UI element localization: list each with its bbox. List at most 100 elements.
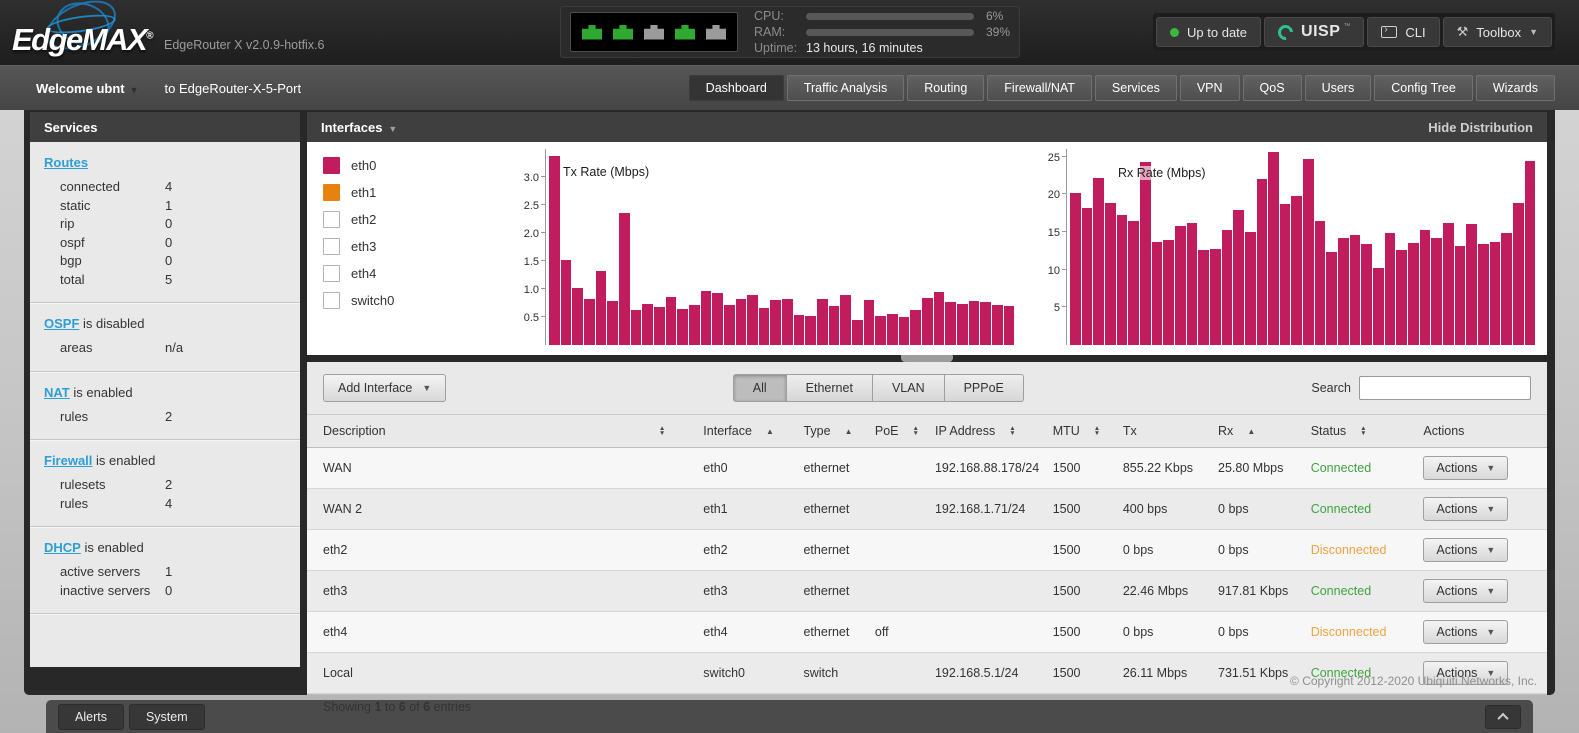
cpu-meter: [806, 12, 974, 20]
update-status-button[interactable]: Up to date: [1156, 17, 1262, 47]
actions-label: Actions: [1436, 461, 1478, 475]
bar: [1279, 204, 1291, 345]
y-tick-mark: [541, 316, 545, 317]
bar: [618, 212, 630, 345]
rx-rate-title: Rx Rate (Mbps): [1115, 166, 1209, 180]
toolbox-button[interactable]: ⚒ Toolbox ▼: [1442, 17, 1552, 47]
cell-mtu: 1500: [1044, 488, 1115, 530]
actions-button[interactable]: Actions ▼: [1423, 538, 1509, 562]
column-header-type[interactable]: Type ▲: [795, 414, 867, 448]
column-header-rx[interactable]: Rx ▲: [1210, 414, 1303, 448]
bar: [1291, 195, 1303, 345]
tab-firewall-nat[interactable]: Firewall/NAT: [987, 75, 1092, 101]
collapse-handle[interactable]: [901, 355, 953, 362]
tab-routing[interactable]: Routing: [907, 75, 985, 101]
sort-down-icon: ▼: [1093, 430, 1101, 437]
actions-button[interactable]: Actions ▼: [1423, 456, 1509, 480]
sidebar-link-ospf[interactable]: OSPF: [44, 316, 80, 331]
filter-all[interactable]: All: [732, 374, 787, 402]
bar: [735, 299, 747, 345]
filter-ethernet[interactable]: Ethernet: [785, 374, 873, 402]
tab-traffic-analysis[interactable]: Traffic Analysis: [786, 75, 905, 101]
dock-collapse-button[interactable]: [1485, 704, 1521, 729]
interfaces-dropdown[interactable]: Interfaces ▼: [321, 120, 397, 135]
port-5-icon: [706, 24, 726, 40]
actions-button[interactable]: Actions ▼: [1423, 579, 1509, 603]
y-tick-mark: [1062, 268, 1066, 270]
tab-services[interactable]: Services: [1094, 75, 1177, 101]
interfaces-panel: Interfaces ▼ Hide Distribution eth0 eth1 et…: [307, 112, 1547, 714]
tab-vpn[interactable]: VPN: [1179, 75, 1240, 101]
actions-label: Actions: [1436, 543, 1478, 557]
legend-item-eth0[interactable]: eth0: [323, 157, 505, 174]
column-label: Actions: [1423, 424, 1465, 438]
stats-grid: CPU: 6% RAM: 39% Uptime: 13 hours, 16 mi…: [754, 7, 1019, 57]
tab-qos[interactable]: QoS: [1242, 75, 1302, 101]
legend-item-eth1[interactable]: eth1: [323, 184, 505, 201]
y-tick-label: 25: [1047, 151, 1060, 164]
bar: [665, 297, 677, 345]
interface-type-filters: All Ethernet VLAN PPPoE: [732, 374, 1024, 402]
sidebar-stat-row: active servers 1: [30, 563, 300, 582]
chevron-down-icon: ▼: [1486, 586, 1496, 596]
filter-vlan[interactable]: VLAN: [871, 374, 945, 402]
sidebar-stat-row: areas n/a: [30, 339, 300, 358]
chevron-down-icon: ▼: [1486, 668, 1496, 678]
actions-button[interactable]: Actions ▼: [1423, 620, 1509, 644]
cell-description: WAN: [307, 447, 696, 489]
bar: [805, 315, 817, 345]
tab-users[interactable]: Users: [1304, 75, 1372, 101]
legend-label: eth0: [351, 158, 377, 173]
stat-value: 4: [165, 179, 173, 194]
column-header-interface[interactable]: Interface ▲: [695, 414, 796, 448]
cell-type: ethernet: [795, 570, 867, 612]
stat-name: rip: [60, 216, 75, 231]
actions-button[interactable]: Actions ▼: [1423, 661, 1509, 685]
add-interface-button[interactable]: Add Interface ▼: [323, 374, 447, 402]
bar: [991, 304, 1003, 345]
actions-button[interactable]: Actions ▼: [1423, 497, 1509, 521]
system-button[interactable]: System: [128, 703, 205, 730]
y-tick-label: 2.0: [523, 228, 539, 240]
legend-item-eth4[interactable]: eth4: [323, 265, 505, 282]
cell-rx: 731.51 Kbps: [1210, 652, 1303, 694]
sidebar-link-dhcp[interactable]: DHCP: [44, 540, 81, 555]
add-interface-label: Add Interface: [338, 381, 413, 395]
port-1-icon: [582, 24, 602, 40]
sidebar-stat-row: rip 0: [30, 215, 300, 234]
tab-dashboard[interactable]: Dashboard: [688, 75, 784, 101]
legend-item-eth3[interactable]: eth3: [323, 238, 505, 255]
legend-item-eth2[interactable]: eth2: [323, 211, 505, 228]
legend-item-switch0[interactable]: switch0: [323, 292, 505, 309]
hide-distribution-button[interactable]: Hide Distribution: [1428, 119, 1533, 135]
bar: [1338, 237, 1349, 345]
filter-pppoe[interactable]: PPPoE: [943, 374, 1024, 402]
column-header-description[interactable]: Description ▲ ▼: [307, 414, 696, 448]
cli-label: CLI: [1405, 24, 1426, 40]
sidebar-body: Routes connected 4 static 1 rip 0 ospf 0 bgp 0 tota…: [30, 142, 300, 667]
bar: [1233, 210, 1244, 345]
chevron-down-icon: ▼: [1486, 545, 1496, 555]
column-header-mtu[interactable]: MTU ▲ ▼: [1044, 414, 1115, 448]
alerts-button[interactable]: Alerts: [58, 703, 124, 730]
user-menu[interactable]: Welcome ubnt ▼: [36, 81, 139, 96]
bar: [840, 294, 852, 345]
bar: [875, 315, 887, 345]
tab-wizards[interactable]: Wizards: [1475, 75, 1555, 101]
column-header-ip-address[interactable]: IP Address ▲ ▼: [926, 414, 1045, 448]
section-heading: Routes: [30, 153, 300, 178]
column-header-poe[interactable]: PoE ▲ ▼: [866, 414, 927, 448]
bar: [1003, 305, 1015, 345]
y-tick-label: 2.5: [523, 200, 539, 212]
bar: [1163, 240, 1174, 345]
tab-config-tree[interactable]: Config Tree: [1374, 75, 1473, 101]
sort-asc-icon: ▲: [1247, 426, 1256, 436]
column-header-status[interactable]: Status ▲ ▼: [1302, 414, 1416, 448]
search-input[interactable]: [1359, 376, 1531, 400]
header-actions: Up to date UISP ™ CLI ⚒ Toolbox ▼: [1153, 13, 1555, 51]
sidebar-link-firewall[interactable]: Firewall: [44, 453, 93, 468]
sidebar-link-routes[interactable]: Routes: [44, 155, 89, 170]
cli-button[interactable]: CLI: [1367, 17, 1440, 47]
sidebar-link-nat[interactable]: NAT: [44, 384, 70, 400]
uisp-button[interactable]: UISP ™: [1264, 17, 1365, 47]
